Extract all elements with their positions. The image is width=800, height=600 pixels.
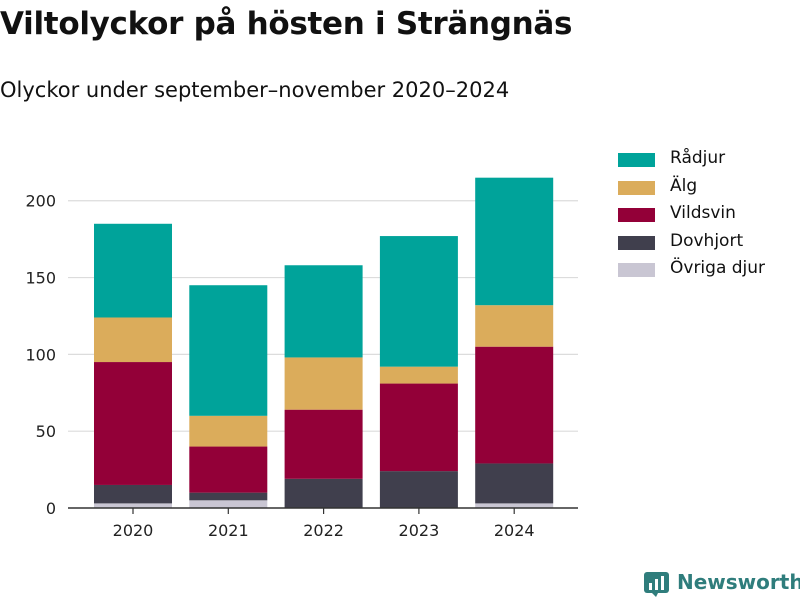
legend-swatch <box>618 153 655 167</box>
bar-segment-älg-2023 <box>379 366 458 384</box>
bar-segment-dovhjort-2020 <box>94 484 172 504</box>
legend-label: Övriga djur <box>670 258 766 279</box>
bar-segment-vildsvin-2023 <box>379 383 458 472</box>
bars <box>94 177 554 508</box>
bar-segment-vildsvin-2024 <box>475 346 554 464</box>
legend-label: Älg <box>670 175 698 196</box>
x-tick-label: 2021 <box>208 521 249 540</box>
newsworthy-logo-icon <box>644 572 669 597</box>
bar-segment-övriga-djur-2020 <box>94 503 172 508</box>
y-tick-label: 100 <box>25 345 56 364</box>
chart-subtitle: Olyckor under september–november 2020–20… <box>0 78 510 102</box>
bar-segment-älg-2021 <box>189 415 268 447</box>
bar-segment-rådjur-2022 <box>284 265 363 358</box>
legend-label: Dovhjort <box>670 230 744 251</box>
bar-segment-vildsvin-2022 <box>284 409 363 479</box>
chart-title: Viltolyckor på hösten i Strängnäs <box>0 6 573 42</box>
legend-swatch <box>618 235 655 250</box>
bar-segment-rådjur-2024 <box>475 177 554 306</box>
bar-segment-rådjur-2021 <box>189 285 268 416</box>
y-tick-label: 150 <box>25 269 56 288</box>
bar-segment-vildsvin-2021 <box>189 446 268 493</box>
legend-swatch <box>618 180 655 195</box>
bar-segment-övriga-djur-2024 <box>475 503 554 508</box>
bar-segment-rådjur-2020 <box>94 223 172 318</box>
legend-swatch <box>618 208 655 223</box>
y-tick-label: 50 <box>36 422 56 441</box>
x-tick-label: 2022 <box>303 521 344 540</box>
brand-name: Newsworthy <box>677 570 800 594</box>
y-tick-label: 200 <box>25 192 56 211</box>
axes: 0 50 100 150 200 2020 2021 2022 2023 2024 <box>25 192 578 540</box>
bar-segment-dovhjort-2022 <box>284 478 363 508</box>
bar-segment-älg-2020 <box>94 317 172 363</box>
x-tick-label: 2023 <box>399 521 440 540</box>
bar-segment-dovhjort-2023 <box>379 471 458 508</box>
legend-label: Vildsvin <box>670 203 736 224</box>
bar-segment-rådjur-2023 <box>379 236 458 367</box>
bar-segment-vildsvin-2020 <box>94 362 172 485</box>
bar-segment-dovhjort-2024 <box>475 463 554 504</box>
bar-segment-övriga-djur-2021 <box>189 500 268 508</box>
bar-segment-älg-2024 <box>475 305 554 347</box>
bar-segment-dovhjort-2021 <box>189 492 268 501</box>
x-tick-label: 2024 <box>494 521 535 540</box>
bar-segment-älg-2022 <box>284 357 363 410</box>
legend-label: Rådjur <box>670 148 726 168</box>
x-tick-label: 2020 <box>113 521 154 540</box>
y-tick-label: 0 <box>46 499 56 518</box>
legend-swatch <box>618 263 655 278</box>
